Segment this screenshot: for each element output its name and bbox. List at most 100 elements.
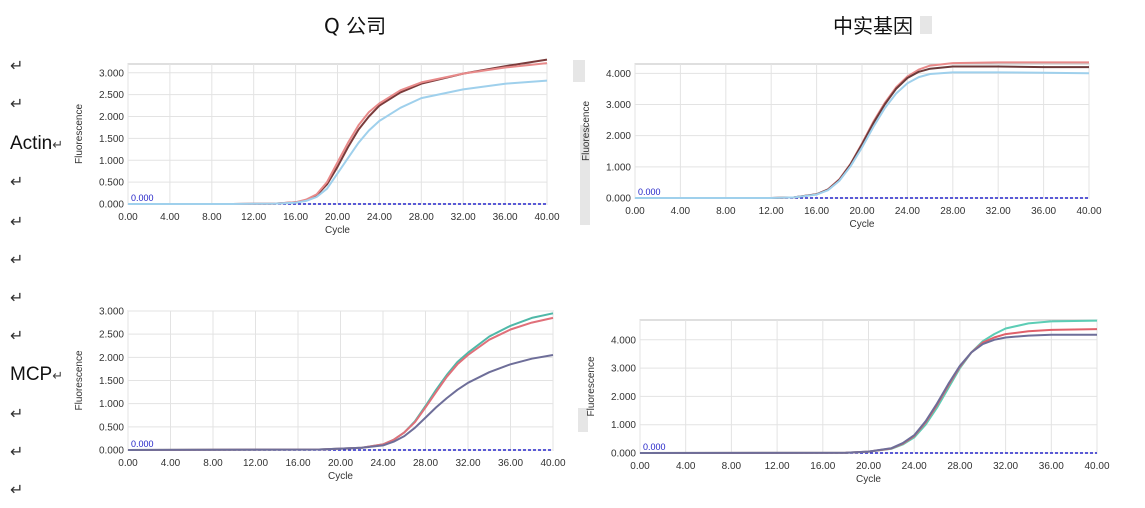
- y-axis-title: Fluorescence: [74, 350, 85, 410]
- return-mark: ↵: [10, 480, 24, 499]
- y-tick-label: 0.000: [99, 446, 124, 457]
- x-tick-label: 16.00: [285, 458, 310, 469]
- return-mark: ↵: [10, 288, 24, 307]
- y-tick-label: 2.000: [606, 131, 631, 142]
- x-tick-label: 12.00: [765, 461, 790, 472]
- x-tick-label: 24.00: [902, 461, 927, 472]
- y-tick-label: 4.000: [611, 335, 636, 346]
- x-axis-title: Cycle: [856, 474, 881, 485]
- x-tick-label: 32.00: [455, 458, 480, 469]
- scan-artifact: [920, 16, 932, 34]
- y-tick-label: 3.000: [99, 68, 124, 79]
- x-tick-label: 0.00: [118, 458, 138, 469]
- x-tick-label: 32.00: [993, 461, 1018, 472]
- y-tick-label: 2.500: [99, 330, 124, 341]
- x-tick-label: 20.00: [849, 206, 874, 217]
- x-tick-label: 4.00: [161, 458, 181, 469]
- x-axis-title: Cycle: [325, 225, 350, 236]
- x-tick-label: 16.00: [810, 461, 835, 472]
- chart-actin-right: 0.00 4.00 8.00 12.00 16.00 20.00 24.00 28.00 32.…: [581, 61, 1102, 230]
- x-tick-label: 16.00: [804, 206, 829, 217]
- x-tick-label: 4.00: [671, 206, 691, 217]
- x-tick-label: 20.00: [325, 212, 350, 223]
- x-axis-title: Cycle: [849, 219, 874, 230]
- x-tick-label: 28.00: [940, 206, 965, 217]
- y-tick-label: 3.000: [99, 307, 124, 318]
- x-tick-label: 24.00: [370, 458, 395, 469]
- return-mark: ↵: [10, 94, 24, 113]
- y-axis-title: Fluorescence: [74, 104, 85, 164]
- x-tick-label: 12.00: [241, 212, 266, 223]
- x-tick-label: 28.00: [413, 458, 438, 469]
- y-tick-label: 2.000: [99, 353, 124, 364]
- chart-mcp-right: 0.00 4.00 8.00 12.00 16.00 20.00 24.00 28.00 32.…: [586, 319, 1110, 485]
- x-tick-label: 28.00: [409, 212, 434, 223]
- x-tick-label: 12.00: [759, 206, 784, 217]
- x-tick-label: 8.00: [722, 461, 742, 472]
- x-tick-label: 24.00: [895, 206, 920, 217]
- y-tick-label: 2.000: [99, 112, 124, 123]
- x-tick-label: 0.00: [630, 461, 650, 472]
- y-tick-label: 3.000: [611, 364, 636, 375]
- scan-artifact: [578, 408, 588, 432]
- x-tick-label: 40.00: [534, 212, 559, 223]
- x-tick-label: 0.00: [118, 212, 138, 223]
- return-mark: ↵: [10, 404, 24, 423]
- scan-artifact: [573, 60, 585, 82]
- x-tick-label: 8.00: [716, 206, 736, 217]
- threshold-label: 0.000: [638, 187, 661, 197]
- x-axis-title: Cycle: [328, 471, 353, 482]
- x-tick-label: 0.00: [625, 206, 645, 217]
- return-mark: ↵: [10, 442, 24, 461]
- x-tick-label: 12.00: [243, 458, 268, 469]
- return-mark: ↵: [10, 326, 24, 345]
- y-tick-label: 1.500: [99, 376, 124, 387]
- y-tick-label: 1.000: [99, 156, 124, 167]
- y-tick-label: 2.000: [611, 392, 636, 403]
- x-tick-label: 28.00: [947, 461, 972, 472]
- x-tick-label: 36.00: [1031, 206, 1056, 217]
- x-tick-label: 16.00: [283, 212, 308, 223]
- y-tick-label: 0.000: [606, 194, 631, 205]
- x-tick-label: 8.00: [202, 212, 222, 223]
- y-tick-label: 3.000: [606, 100, 631, 111]
- threshold-label: 0.000: [131, 193, 154, 203]
- return-mark: ↵: [10, 212, 24, 231]
- y-tick-label: 2.500: [99, 90, 124, 101]
- y-tick-label: 0.500: [99, 178, 124, 189]
- series-line: [635, 71, 1090, 199]
- return-mark: ↵: [10, 56, 24, 75]
- series-line: [127, 354, 554, 451]
- chart-actin-left: 0.00 4.00 8.00 12.00 16.00 20.00 24.00 28.00 32.…: [74, 58, 560, 236]
- return-mark: ↵: [10, 172, 24, 191]
- y-tick-label: 0.000: [99, 200, 124, 211]
- left-column-title: Q 公司: [324, 14, 387, 38]
- y-tick-label: 1.000: [606, 162, 631, 173]
- x-tick-label: 36.00: [1039, 461, 1064, 472]
- row-label-actin: Actin↵: [10, 133, 64, 154]
- y-tick-label: 0.500: [99, 422, 124, 433]
- right-column-title: 中实基因: [833, 14, 913, 38]
- threshold-label: 0.000: [131, 439, 154, 449]
- x-tick-label: 40.00: [1084, 461, 1109, 472]
- x-tick-label: 4.00: [160, 212, 180, 223]
- x-tick-label: 20.00: [328, 458, 353, 469]
- row-label-mcp: MCP↵: [10, 364, 64, 385]
- y-tick-label: 1.000: [99, 399, 124, 410]
- x-tick-label: 8.00: [203, 458, 223, 469]
- series-line: [128, 79, 548, 205]
- x-tick-label: 20.00: [856, 461, 881, 472]
- series-line: [639, 333, 1097, 454]
- x-tick-label: 32.00: [986, 206, 1011, 217]
- x-tick-label: 40.00: [540, 458, 565, 469]
- y-tick-label: 0.000: [611, 449, 636, 460]
- scan-artifact: [580, 125, 590, 225]
- x-tick-label: 24.00: [367, 212, 392, 223]
- y-tick-label: 4.000: [606, 69, 631, 80]
- x-tick-label: 4.00: [676, 461, 696, 472]
- threshold-label: 0.000: [643, 442, 666, 452]
- return-mark: ↵: [10, 250, 24, 269]
- x-tick-label: 36.00: [498, 458, 523, 469]
- y-tick-label: 1.500: [99, 134, 124, 145]
